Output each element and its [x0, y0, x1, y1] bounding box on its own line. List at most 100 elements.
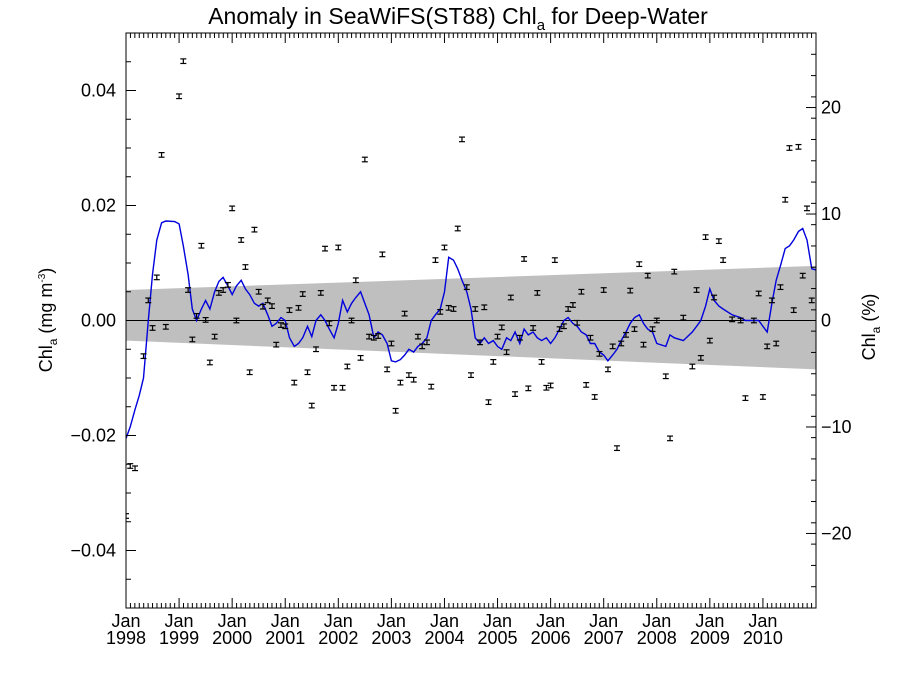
data-point	[560, 323, 567, 330]
data-point	[720, 257, 727, 264]
data-point	[498, 324, 505, 331]
data-point	[423, 339, 430, 346]
y-label-superscript: -3	[37, 273, 48, 282]
y2-tick-label: −20	[821, 523, 852, 543]
data-point	[392, 407, 399, 414]
data-point	[366, 333, 373, 340]
data-point	[458, 136, 465, 143]
data-point	[414, 333, 421, 340]
x-tick-year-label: 1998	[106, 628, 146, 648]
data-point	[149, 325, 156, 331]
data-point	[525, 385, 532, 392]
data-point	[299, 291, 306, 297]
data-point	[711, 294, 718, 301]
data-point	[397, 379, 404, 386]
data-point	[768, 297, 775, 304]
data-point	[773, 340, 780, 347]
data-point	[521, 256, 528, 262]
data-point	[242, 264, 249, 270]
data-point	[543, 384, 550, 391]
x-tick-month-label: Jan	[642, 611, 671, 631]
data-point	[317, 290, 324, 296]
x-tick-year-label: 2006	[531, 628, 571, 648]
data-point	[516, 334, 523, 341]
data-point	[534, 290, 541, 296]
y2-tick-label: 20	[821, 98, 841, 118]
title-subscript: a	[537, 17, 546, 34]
data-point	[569, 302, 576, 308]
y-tick-label: 0.00	[81, 311, 116, 331]
y-label-units: (mg m	[36, 283, 56, 339]
data-point	[432, 257, 439, 264]
y2-tick-label: 10	[821, 204, 841, 224]
data-point	[759, 394, 766, 400]
data-point	[538, 359, 545, 365]
data-point	[755, 290, 762, 297]
data-point	[162, 323, 169, 330]
data-point	[437, 308, 444, 315]
data-point	[697, 354, 704, 361]
data-point	[246, 369, 253, 376]
data-point	[441, 244, 448, 251]
x-tick-month-label: Jan	[430, 611, 459, 631]
data-point	[259, 303, 266, 310]
data-point	[556, 326, 563, 333]
data-point	[428, 383, 435, 390]
data-point	[282, 323, 289, 330]
y-axis-label: Chla (mg m-3)	[36, 268, 60, 373]
data-point	[706, 337, 713, 344]
data-point	[277, 322, 284, 328]
data-point	[445, 304, 452, 311]
x-tick-month-label: Jan	[695, 611, 724, 631]
data-point	[158, 152, 165, 158]
y2-axis-label: Chla (%)	[859, 294, 883, 361]
data-point	[335, 244, 342, 251]
data-point	[206, 359, 213, 366]
data-point	[587, 334, 594, 341]
data-point	[653, 317, 660, 324]
data-point	[361, 156, 368, 163]
title-suffix-text: for Deep-Water	[545, 3, 708, 29]
data-point	[291, 379, 298, 386]
chart-title: Anomaly in SeaWiFS(ST88) Chla for Deep-W…	[208, 3, 708, 34]
data-point	[737, 317, 744, 324]
plot-area: 0.040.020.00−0.02−0.0420100−10−20Jan1998…	[70, 32, 852, 648]
data-point	[202, 317, 209, 323]
data-point	[477, 339, 484, 346]
data-point	[295, 304, 302, 311]
data-point	[268, 303, 275, 310]
x-tick-month-label: Jan	[165, 611, 194, 631]
data-point	[777, 284, 784, 291]
data-point	[591, 394, 598, 400]
data-point	[145, 297, 152, 304]
data-point	[189, 336, 196, 343]
data-point	[512, 391, 519, 397]
data-point	[764, 343, 771, 350]
data-point	[185, 287, 192, 293]
data-point	[644, 272, 651, 279]
data-point	[264, 297, 271, 304]
data-point	[331, 384, 338, 391]
data-point	[481, 304, 488, 311]
data-point	[547, 382, 554, 389]
data-point	[803, 205, 810, 212]
data-point	[339, 384, 346, 391]
data-point	[680, 314, 687, 321]
data-point	[251, 226, 258, 233]
data-point	[485, 399, 492, 406]
x-tick-year-label: 2007	[584, 628, 624, 648]
data-point	[229, 205, 236, 212]
data-point	[313, 346, 320, 353]
data-point	[613, 445, 620, 452]
data-point	[702, 234, 709, 241]
y-label-subscript: a	[46, 338, 60, 345]
data-point	[662, 373, 669, 380]
x-tick-year-label: 2001	[265, 628, 305, 648]
data-point	[348, 317, 355, 324]
data-point	[357, 354, 364, 361]
x-tick-year-label: 2003	[371, 628, 411, 648]
data-point	[198, 242, 205, 249]
x-tick-month-label: Jan	[377, 611, 406, 631]
data-point	[715, 238, 722, 245]
